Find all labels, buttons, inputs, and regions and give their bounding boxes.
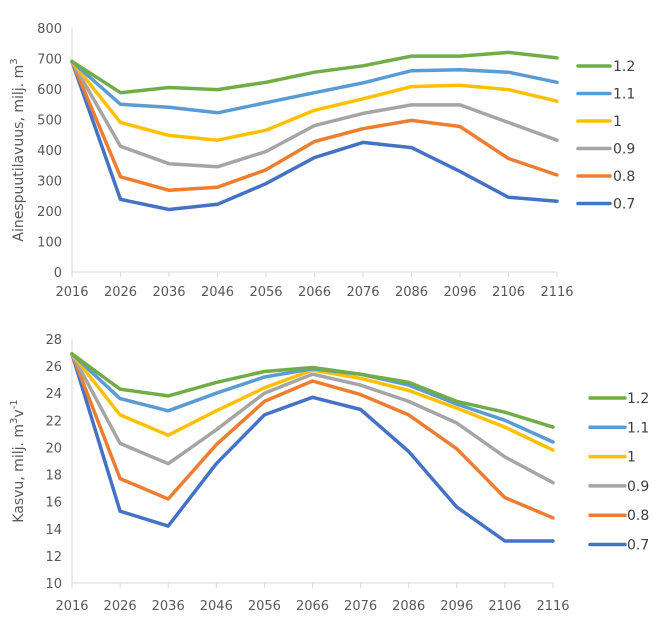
series-line-0-8	[70, 59, 559, 193]
series-line-0-7	[70, 59, 559, 212]
legend-label: 1.2	[627, 391, 649, 407]
series-line-0-9	[70, 59, 559, 169]
x-tick-label: 2076	[346, 285, 379, 300]
x-tick-label: 2056	[248, 599, 281, 614]
x-tick-label: 2046	[201, 285, 234, 300]
series-line-1-1	[70, 59, 559, 115]
y-tick-label: 600	[37, 83, 62, 98]
legend-label: 1	[627, 450, 636, 466]
x-tick-label: 2116	[540, 285, 573, 300]
legend-label: 1.1	[627, 420, 649, 436]
x-tick-label: 2036	[152, 285, 185, 300]
x-tick-label: 2016	[55, 285, 88, 300]
legend-item-0-9: 0.9	[588, 479, 649, 495]
x-tick-label: 2076	[344, 599, 377, 614]
legend-label: 0.7	[627, 538, 649, 554]
legend-item-1-1: 1.1	[588, 420, 649, 436]
y-tick-label: 26	[45, 360, 62, 375]
legend-item-0-7: 0.7	[576, 197, 635, 213]
growth-chart: 2016 2026 2036 2046 2056 2066 2076 2086 2096 2106…	[9, 333, 649, 614]
series-line-1-2	[70, 50, 559, 95]
y-tick-label: 18	[45, 469, 62, 484]
y-tick-label: 500	[37, 114, 62, 129]
series-line-0-9	[70, 352, 555, 485]
x-tick-label: 2046	[200, 599, 233, 614]
volume-chart: 2016 2026 2036 2046 2056 2066 2076 2086 2096 2106…	[9, 22, 635, 300]
x-tick-label: 2016	[55, 599, 88, 614]
x-tick-label: 2106	[488, 599, 521, 614]
series-line-0-8	[70, 352, 555, 520]
x-tick-label: 2096	[443, 285, 476, 300]
legend-item-0-7: 0.7	[588, 538, 649, 554]
y-tick-label: 14	[45, 523, 62, 538]
legend-item-0-8: 0.8	[588, 508, 649, 524]
y-tick-label: 28	[45, 333, 62, 348]
x-tick-label: 2086	[395, 285, 428, 300]
x-tick-label: 2106	[492, 285, 525, 300]
x-tick-label: 2116	[536, 599, 569, 614]
y-tick-label: 700	[37, 53, 62, 68]
legend-label: 1.2	[613, 59, 635, 75]
y-tick-label: 200	[37, 205, 62, 220]
x-tick-label: 2066	[296, 599, 329, 614]
legend-item-1: 1	[576, 114, 622, 130]
legend-label: 0.9	[627, 479, 649, 495]
legend-label: 0.9	[613, 142, 635, 158]
y-tick-label: 0	[54, 266, 62, 281]
x-tick-label: 2026	[104, 285, 137, 300]
legend-label: 1	[613, 114, 622, 130]
legend-item-1: 1	[588, 450, 636, 466]
y-tick-label: 20	[45, 441, 62, 456]
series-line-0-7	[70, 352, 555, 543]
series-line-1-2	[70, 352, 555, 429]
legend-label: 1.1	[613, 87, 635, 103]
legend-item-0-9: 0.9	[576, 142, 635, 158]
legend-label: 0.7	[613, 197, 635, 213]
x-tick-label: 2096	[440, 599, 473, 614]
legend-item-1-1: 1.1	[576, 87, 635, 103]
y-tick-label: 300	[37, 175, 62, 190]
legend-item-1-2: 1.2	[576, 59, 635, 75]
x-tick-label: 2036	[152, 599, 185, 614]
y-tick-label: 22	[45, 414, 62, 429]
legend-item-0-8: 0.8	[576, 169, 635, 185]
y-tick-label: 10	[45, 577, 62, 592]
x-tick-label: 2056	[249, 285, 282, 300]
y-tick-label: 16	[45, 496, 62, 511]
x-tick-label: 2066	[298, 285, 331, 300]
legend-label: 0.8	[613, 169, 635, 185]
legend-label: 0.8	[627, 508, 649, 524]
x-tick-label: 2026	[104, 599, 137, 614]
y-tick-label: 24	[45, 387, 62, 402]
legend-item-1-2: 1.2	[588, 391, 649, 407]
y-tick-label: 12	[45, 550, 62, 565]
y-axis-title: Kasvu, milj. m3v-1	[9, 399, 27, 522]
y-tick-label: 100	[37, 236, 62, 251]
y-tick-label: 800	[37, 22, 62, 37]
y-tick-label: 400	[37, 144, 62, 159]
y-axis-title: Ainespuutilavuus, milj. m3	[9, 58, 27, 241]
series-line-1	[70, 59, 559, 142]
x-tick-label: 2086	[392, 599, 425, 614]
